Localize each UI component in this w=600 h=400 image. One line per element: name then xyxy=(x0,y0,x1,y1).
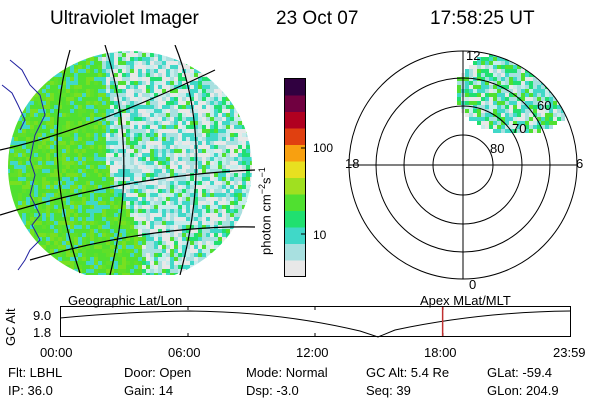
time-tick-1800: 18:00 xyxy=(424,345,457,360)
status-gain: Gain: 14 xyxy=(124,383,174,398)
mlt-label-6: 6 xyxy=(576,156,584,171)
longitude-line xyxy=(56,49,81,274)
date-label: 23 Oct 07 xyxy=(276,8,359,29)
lat-label-70: 70 xyxy=(512,121,527,136)
mlt-label-0: 0 xyxy=(469,277,477,292)
colorbar-swatch xyxy=(284,95,306,112)
colorbar-swatch xyxy=(284,227,306,244)
colorbar-swatch xyxy=(284,161,306,178)
colorbar-tick-100: 100 xyxy=(313,141,334,155)
colorbar-swatch xyxy=(284,177,306,195)
longitude-line xyxy=(104,45,125,275)
lat-label-60: 60 xyxy=(537,98,552,113)
colorbar-swatch xyxy=(284,128,306,145)
colorbar-swatch xyxy=(284,144,306,162)
status-glat: GLat: -59.4 xyxy=(487,365,553,380)
colorbar-swatch xyxy=(284,210,306,228)
altitude-curve xyxy=(60,310,571,338)
lat-label-80: 80 xyxy=(490,141,505,156)
colorbar-tick-10: 10 xyxy=(313,228,327,242)
status-dsp: Dsp: -3.0 xyxy=(246,383,299,398)
y-tick-top: 9.0 xyxy=(33,308,52,323)
latitude-line xyxy=(0,169,256,216)
colorbar-swatch xyxy=(284,194,306,211)
apex-label: Apex MLat/MLT xyxy=(420,293,511,308)
colorbar-swatch xyxy=(284,243,306,261)
longitude-line xyxy=(174,45,197,275)
gc-alt-axis-title: GC Alt xyxy=(3,308,18,346)
mlt-label-12: 12 xyxy=(466,48,481,63)
coastline xyxy=(9,59,46,271)
time-tick-0600: 06:00 xyxy=(168,345,201,360)
colorbar-swatch xyxy=(284,78,306,96)
colorbar xyxy=(284,78,306,277)
time-tick-2359: 23:59 xyxy=(553,345,586,360)
status-glon: GLon: 204.9 xyxy=(487,383,559,398)
geographic-image xyxy=(0,45,256,275)
time-tick-1200: 12:00 xyxy=(296,345,329,360)
status-flt: Flt: LBHL xyxy=(8,365,63,380)
colorbar-swatch xyxy=(284,260,306,277)
y-tick-bottom: 1.8 xyxy=(33,325,52,340)
latitude-line xyxy=(0,69,216,151)
auroral-image-pixels xyxy=(8,51,252,275)
time-tick-0000: 00:00 xyxy=(40,345,73,360)
polar-plot xyxy=(348,50,578,280)
colorbar-swatch xyxy=(284,111,306,129)
status-door: Door: Open xyxy=(124,365,192,380)
latitude-line xyxy=(29,226,256,261)
altitude-timeline xyxy=(60,306,571,338)
status-gc-alt: GC Alt: 5.4 Re xyxy=(366,365,450,380)
status-seq: Seq: 39 xyxy=(366,383,411,398)
app-title: Ultraviolet Imager xyxy=(50,8,199,29)
coastline xyxy=(1,84,26,131)
status-mode: Mode: Normal xyxy=(246,365,328,380)
geographic-label: Geographic Lat/Lon xyxy=(68,293,183,308)
time-label: 17:58:25 UT xyxy=(430,8,535,29)
colorbar-unit-label: photon cm−2s−1 xyxy=(257,167,274,255)
mlt-label-18: 18 xyxy=(345,156,360,171)
status-ip: IP: 36.0 xyxy=(8,383,53,398)
